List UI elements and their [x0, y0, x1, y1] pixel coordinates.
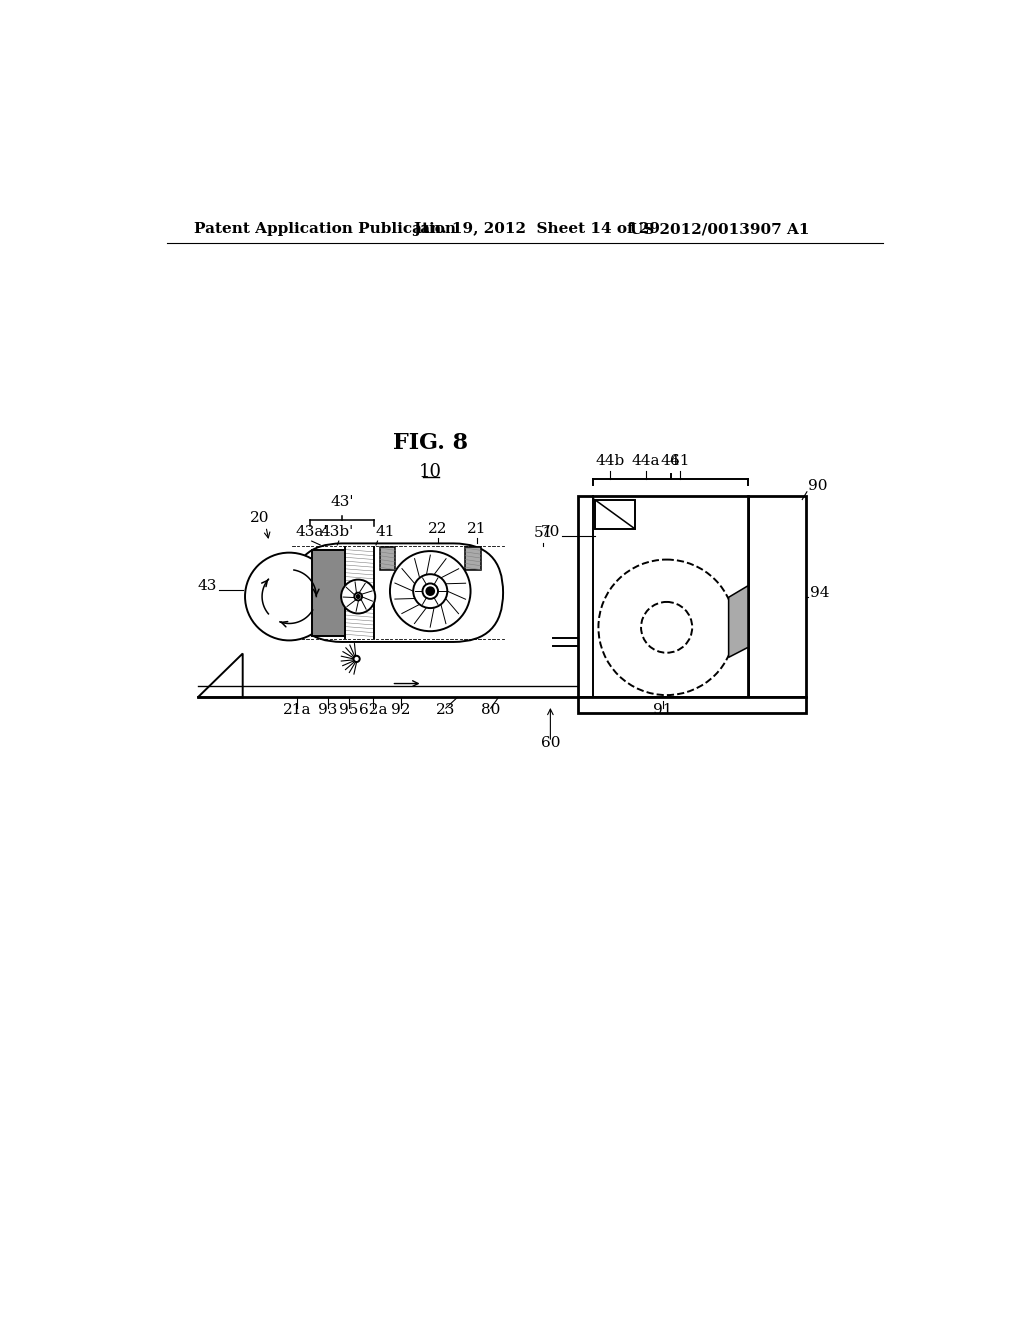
Circle shape: [641, 602, 692, 653]
Circle shape: [426, 587, 434, 595]
Polygon shape: [198, 653, 243, 697]
Text: Jan. 19, 2012  Sheet 14 of 29: Jan. 19, 2012 Sheet 14 of 29: [414, 222, 660, 236]
Text: 80: 80: [481, 704, 501, 717]
Text: 43a': 43a': [296, 525, 328, 539]
Text: 22: 22: [428, 521, 447, 536]
Text: 21: 21: [467, 521, 486, 536]
Text: 44b: 44b: [595, 454, 625, 467]
Bar: [578, 496, 748, 697]
Text: 44: 44: [660, 454, 680, 467]
Circle shape: [414, 574, 447, 609]
Bar: [312, 549, 345, 636]
Text: 51: 51: [534, 527, 553, 540]
Text: 95: 95: [339, 704, 358, 717]
Circle shape: [390, 552, 471, 631]
Circle shape: [423, 583, 438, 599]
Text: FIG. 8: FIG. 8: [392, 433, 468, 454]
Text: 21a: 21a: [283, 704, 311, 717]
Circle shape: [354, 593, 362, 601]
Polygon shape: [729, 586, 748, 657]
Text: 43b': 43b': [321, 525, 354, 539]
Text: 43': 43': [331, 495, 354, 510]
Text: 62a: 62a: [358, 704, 387, 717]
Text: 23: 23: [436, 704, 456, 717]
Text: 91: 91: [653, 704, 673, 717]
Text: 90: 90: [809, 479, 828, 492]
Bar: [465, 548, 480, 570]
Bar: [595, 499, 635, 529]
Circle shape: [341, 579, 375, 614]
Text: 70: 70: [541, 525, 560, 539]
Circle shape: [353, 656, 359, 663]
Bar: [380, 548, 395, 570]
Text: 43: 43: [198, 578, 217, 593]
Text: 93: 93: [318, 704, 338, 717]
Text: 61: 61: [670, 454, 689, 467]
Text: 44a: 44a: [632, 454, 659, 467]
Text: 20: 20: [250, 511, 269, 525]
Text: 41: 41: [376, 525, 395, 539]
Circle shape: [598, 560, 735, 696]
Text: 10: 10: [419, 463, 441, 480]
Text: Patent Application Publication: Patent Application Publication: [194, 222, 456, 236]
Text: US 2012/0013907 A1: US 2012/0013907 A1: [630, 222, 810, 236]
Text: 60: 60: [541, 737, 560, 751]
Bar: [748, 496, 806, 697]
FancyBboxPatch shape: [292, 544, 503, 642]
Circle shape: [356, 595, 359, 598]
Circle shape: [245, 553, 334, 640]
Text: 94: 94: [810, 586, 829, 601]
Text: 92: 92: [391, 704, 411, 717]
Bar: [578, 697, 806, 713]
